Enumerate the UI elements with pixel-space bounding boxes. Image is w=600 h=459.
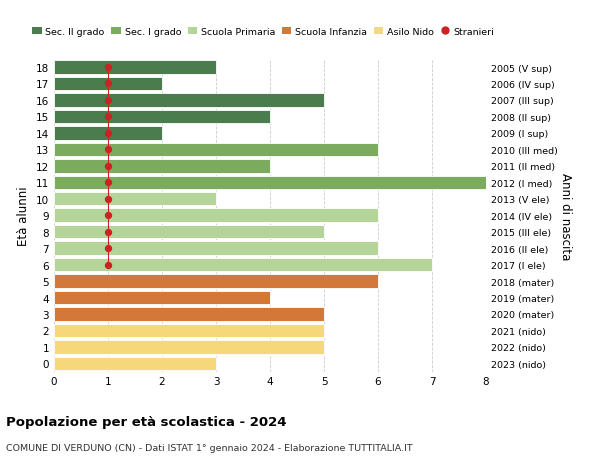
Bar: [54, 341, 324, 354]
Point: [103, 130, 113, 137]
Text: COMUNE DI VERDUNO (CN) - Dati ISTAT 1° gennaio 2024 - Elaborazione TUTTITALIA.IT: COMUNE DI VERDUNO (CN) - Dati ISTAT 1° g…: [6, 443, 413, 452]
Y-axis label: Età alunni: Età alunni: [17, 186, 31, 246]
Bar: [54, 242, 378, 255]
Bar: [54, 357, 216, 370]
Bar: [54, 78, 162, 91]
Bar: [54, 193, 216, 206]
Point: [103, 81, 113, 88]
Bar: [54, 274, 378, 288]
Point: [103, 245, 113, 252]
Point: [103, 113, 113, 121]
Bar: [54, 61, 216, 75]
Point: [103, 97, 113, 104]
Bar: [54, 127, 162, 140]
Bar: [54, 308, 324, 321]
Point: [103, 146, 113, 154]
Bar: [54, 258, 432, 272]
Point: [103, 212, 113, 219]
Bar: [54, 225, 324, 239]
Point: [103, 64, 113, 72]
Bar: [54, 176, 486, 190]
Bar: [54, 291, 270, 305]
Bar: [54, 94, 324, 107]
Bar: [54, 209, 378, 223]
Bar: [54, 143, 378, 157]
Text: Popolazione per età scolastica - 2024: Popolazione per età scolastica - 2024: [6, 415, 287, 428]
Y-axis label: Anni di nascita: Anni di nascita: [559, 172, 572, 259]
Point: [103, 261, 113, 269]
Point: [103, 229, 113, 236]
Bar: [54, 111, 270, 124]
Point: [103, 163, 113, 170]
Bar: [54, 160, 270, 173]
Legend: Sec. II grado, Sec. I grado, Scuola Primaria, Scuola Infanzia, Asilo Nido, Stran: Sec. II grado, Sec. I grado, Scuola Prim…: [28, 24, 498, 40]
Point: [103, 196, 113, 203]
Bar: [54, 324, 324, 337]
Point: [103, 179, 113, 186]
